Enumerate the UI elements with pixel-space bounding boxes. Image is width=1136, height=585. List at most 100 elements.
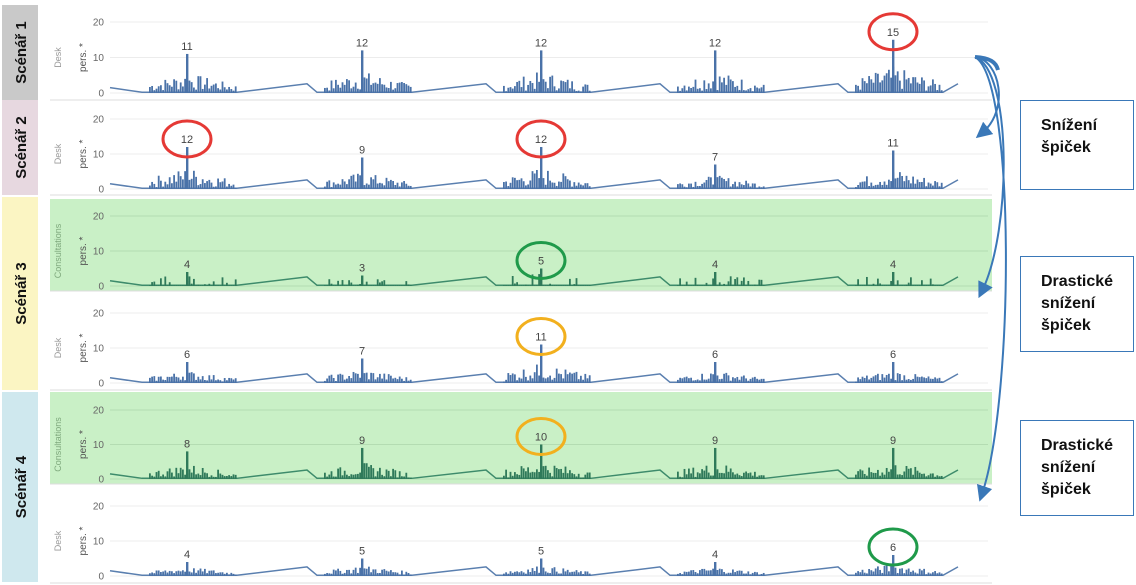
bar: [725, 84, 728, 93]
bar: [372, 285, 375, 286]
bar: [348, 476, 350, 479]
bar: [398, 574, 401, 576]
bar: [164, 181, 167, 189]
bar: [758, 379, 761, 383]
bar: [162, 474, 164, 479]
scenario-label: Scénář 3: [13, 262, 30, 325]
bar: [683, 285, 686, 286]
panel-label: Desk: [53, 143, 63, 164]
bar: [394, 88, 397, 93]
bar: [533, 570, 536, 576]
bar: [577, 473, 580, 479]
bar: [560, 374, 562, 383]
scenario-band: [2, 197, 38, 390]
bar: [531, 83, 534, 93]
peak-bar: [892, 362, 895, 383]
bar: [365, 372, 368, 383]
bar: [681, 477, 684, 479]
bar: [226, 186, 228, 189]
bar: [328, 90, 331, 93]
bar: [346, 79, 348, 93]
bar: [749, 574, 752, 576]
bar: [575, 90, 578, 93]
bar: [571, 571, 573, 576]
bar: [337, 183, 339, 189]
bar: [206, 380, 208, 383]
peak-data-label: 11: [887, 138, 898, 150]
bar: [696, 185, 699, 189]
bar: [560, 468, 562, 479]
bar: [740, 376, 743, 383]
bar: [553, 377, 556, 383]
bar: [881, 472, 884, 479]
bar: [936, 475, 939, 479]
bar: [883, 377, 886, 383]
bar: [210, 182, 213, 189]
bar: [509, 285, 512, 286]
bar: [749, 88, 752, 93]
bar: [409, 285, 412, 286]
bar: [385, 469, 388, 479]
bar: [357, 473, 359, 479]
bar: [910, 277, 912, 286]
bar: [899, 285, 901, 286]
peak-data-label: 6: [890, 542, 896, 554]
bar: [740, 280, 743, 286]
bar: [206, 181, 208, 189]
bar: [582, 477, 584, 479]
peak-data-label: 3: [359, 263, 365, 275]
bar: [879, 475, 881, 479]
bar: [855, 474, 857, 479]
bar: [683, 377, 686, 383]
bar: [549, 573, 551, 576]
bar: [226, 572, 228, 576]
bar: [153, 281, 156, 286]
bar: [193, 568, 195, 576]
peak-data-label: 4: [184, 549, 190, 561]
bar: [721, 472, 723, 479]
bar: [551, 568, 554, 576]
bar: [721, 285, 723, 286]
bar: [374, 476, 377, 479]
peak-bar: [540, 344, 543, 383]
bar: [544, 184, 547, 189]
bar: [729, 79, 732, 93]
bar: [372, 569, 375, 576]
bar: [368, 73, 370, 93]
peak-data-label: 10: [535, 432, 547, 444]
bar: [732, 377, 734, 383]
bar: [149, 573, 151, 576]
bar: [870, 285, 873, 286]
bar: [182, 376, 184, 383]
bar: [685, 376, 688, 383]
bar: [346, 285, 348, 286]
bar: [910, 83, 912, 93]
bar: [883, 474, 886, 479]
bar: [166, 285, 169, 286]
bar: [544, 571, 547, 576]
bar: [520, 285, 523, 286]
bar: [679, 90, 681, 93]
bar: [525, 471, 527, 479]
bar: [732, 569, 734, 576]
bar: [153, 573, 156, 576]
bar: [376, 573, 379, 576]
bar: [354, 82, 357, 93]
bar: [577, 572, 580, 576]
bar: [855, 84, 857, 93]
bar: [870, 377, 873, 383]
bar: [505, 181, 507, 189]
bar: [743, 90, 745, 93]
bar: [405, 183, 408, 189]
bar: [405, 84, 408, 93]
bar: [359, 283, 361, 286]
bar-group: 9: [324, 435, 412, 479]
bar: [409, 185, 412, 189]
bar: [894, 178, 897, 189]
bar: [538, 375, 540, 383]
bar: [905, 379, 908, 383]
bar: [368, 379, 370, 383]
bar: [940, 475, 943, 479]
bar: [738, 89, 741, 93]
